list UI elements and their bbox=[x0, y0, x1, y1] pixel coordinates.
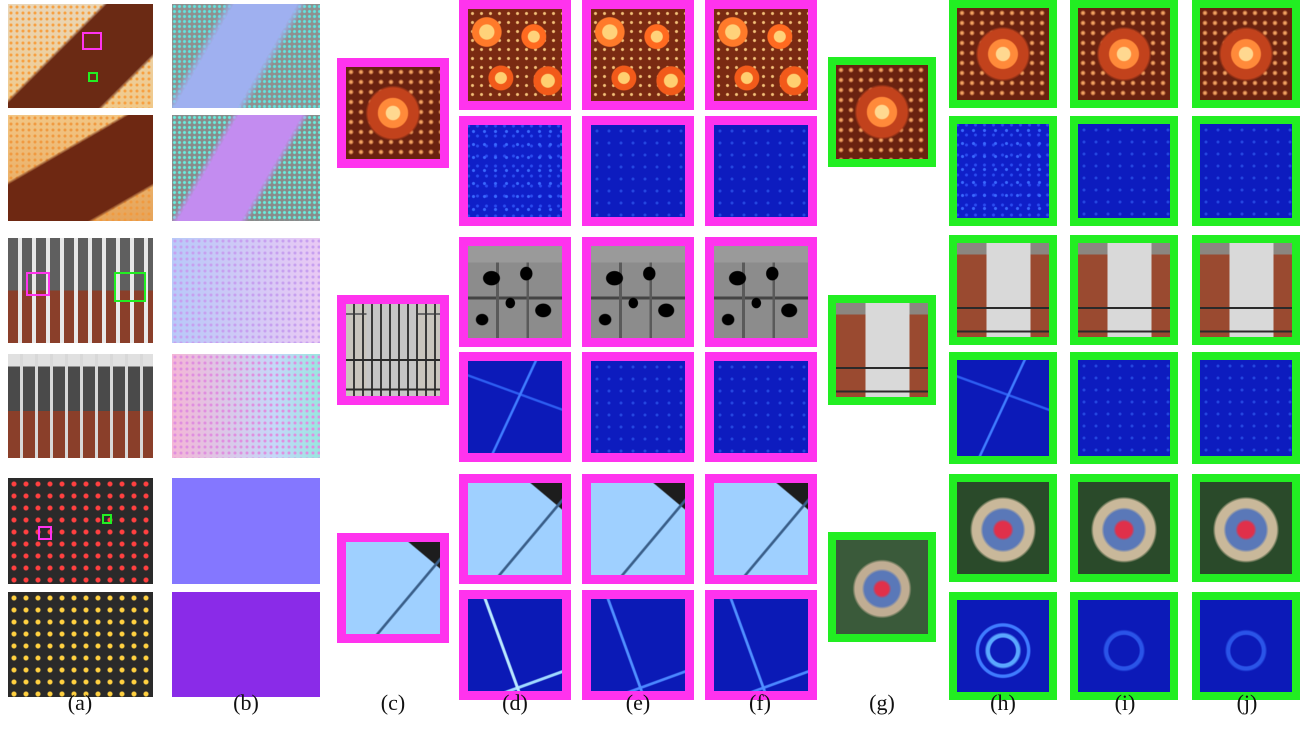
error-d-board bbox=[459, 590, 571, 700]
pink-crop-box bbox=[38, 526, 52, 540]
crop-g-board bbox=[828, 532, 936, 642]
crop-i-building bbox=[1070, 235, 1178, 345]
label-i: (i) bbox=[1114, 690, 1136, 715]
error-h-board bbox=[949, 592, 1057, 700]
crop-e-dress bbox=[582, 0, 694, 110]
crop-h-dress bbox=[949, 0, 1057, 108]
error-i-building bbox=[1070, 352, 1178, 464]
error-j-board bbox=[1192, 592, 1300, 700]
label-g: (g) bbox=[869, 690, 895, 715]
error-f-board bbox=[705, 590, 817, 700]
normal-map-building-1 bbox=[172, 238, 320, 343]
green-crop-box bbox=[114, 272, 146, 302]
crop-d-dress bbox=[459, 0, 571, 110]
crop-j-building bbox=[1192, 235, 1300, 345]
photo-board-2 bbox=[8, 592, 153, 697]
normal-map-building-2 bbox=[172, 354, 320, 458]
error-j-building bbox=[1192, 352, 1300, 464]
error-d-dress bbox=[459, 116, 571, 226]
error-f-building bbox=[705, 352, 817, 462]
label-b: (b) bbox=[233, 690, 259, 715]
label-c: (c) bbox=[380, 690, 406, 715]
crop-d-board bbox=[459, 474, 571, 584]
photo-building-1 bbox=[8, 238, 153, 343]
error-e-board bbox=[582, 590, 694, 700]
crop-h-building bbox=[949, 235, 1057, 345]
error-e-building bbox=[582, 352, 694, 462]
label-j: (j) bbox=[1236, 690, 1258, 715]
error-h-dress bbox=[949, 116, 1057, 226]
label-h: (h) bbox=[990, 690, 1016, 715]
normal-map-board-1 bbox=[172, 478, 320, 584]
crop-c-building bbox=[337, 295, 449, 405]
error-e-dress bbox=[582, 116, 694, 226]
photo-building-2 bbox=[8, 354, 153, 458]
error-i-dress bbox=[1070, 116, 1178, 226]
normal-map-dress-1 bbox=[172, 4, 320, 108]
crop-i-board bbox=[1070, 474, 1178, 582]
photo-dress-1 bbox=[8, 4, 153, 108]
pink-crop-box bbox=[26, 272, 50, 296]
crop-d-building bbox=[459, 237, 571, 347]
crop-g-building bbox=[828, 295, 936, 405]
error-j-dress bbox=[1192, 116, 1300, 226]
error-i-board bbox=[1070, 592, 1178, 700]
crop-e-board bbox=[582, 474, 694, 584]
crop-g-dress bbox=[828, 57, 936, 167]
error-d-building bbox=[459, 352, 571, 462]
crop-c-board bbox=[337, 533, 449, 643]
crop-i-dress bbox=[1070, 0, 1178, 108]
label-e: (e) bbox=[625, 690, 651, 715]
crop-f-building bbox=[705, 237, 817, 347]
crop-f-board bbox=[705, 474, 817, 584]
photo-board-1 bbox=[8, 478, 153, 584]
crop-h-board bbox=[949, 474, 1057, 582]
pink-crop-box bbox=[82, 32, 102, 50]
crop-j-dress bbox=[1192, 0, 1300, 108]
crop-j-board bbox=[1192, 474, 1300, 582]
label-f: (f) bbox=[749, 690, 771, 715]
crop-e-building bbox=[582, 237, 694, 347]
label-a: (a) bbox=[67, 690, 93, 715]
crop-c-dress bbox=[337, 58, 449, 168]
normal-map-board-2 bbox=[172, 592, 320, 697]
crop-f-dress bbox=[705, 0, 817, 110]
label-d: (d) bbox=[502, 690, 528, 715]
error-f-dress bbox=[705, 116, 817, 226]
normal-map-dress-2 bbox=[172, 115, 320, 221]
error-h-building bbox=[949, 352, 1057, 464]
green-crop-box bbox=[88, 72, 98, 82]
photo-dress-2 bbox=[8, 115, 153, 221]
green-crop-box bbox=[102, 514, 112, 524]
